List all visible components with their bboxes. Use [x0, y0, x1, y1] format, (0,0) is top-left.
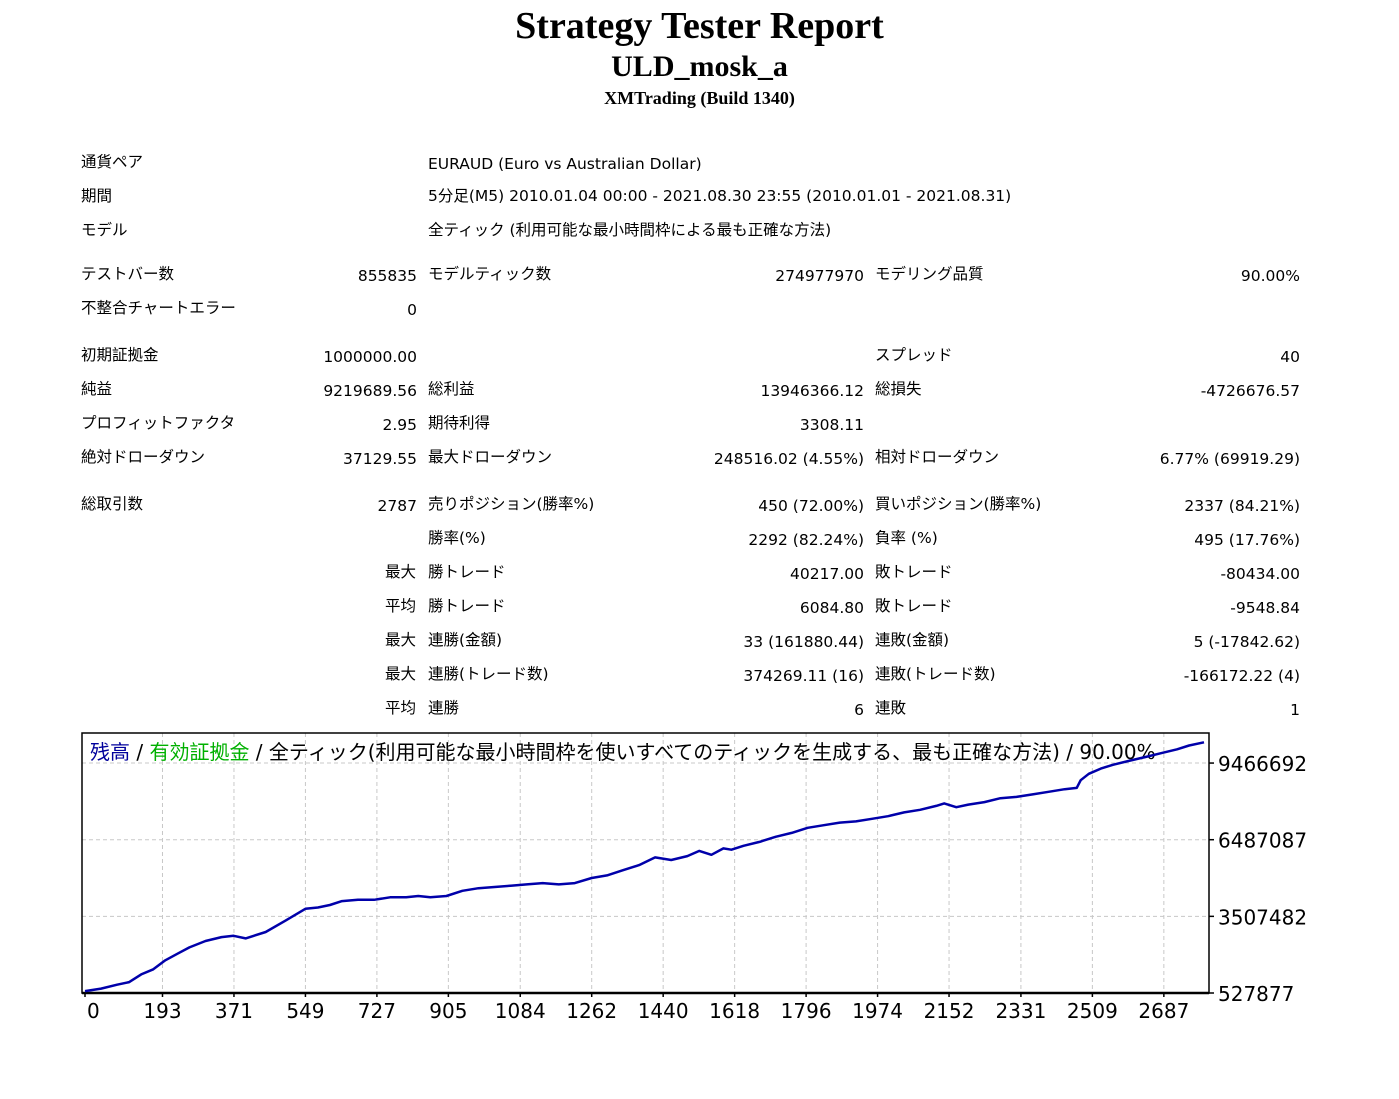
- x-tick-label: 1618: [709, 999, 760, 1023]
- win-rate-label: 勝率(%): [428, 529, 486, 547]
- long-positions-label: 買いポジション(勝率%): [875, 495, 1042, 513]
- rel-drawdown-label: 相対ドローダウン: [875, 448, 1000, 466]
- long-positions-value: 2337 (84.21%): [1184, 497, 1300, 515]
- x-tick-label: 2331: [995, 999, 1046, 1023]
- balance-line: [84, 741, 1205, 993]
- x-tick-label: 549: [286, 999, 324, 1023]
- abs-drawdown-value: 37129.55: [343, 450, 417, 468]
- bars-value: 855835: [357, 267, 417, 285]
- avg-loss-value: -9548.84: [1230, 599, 1300, 617]
- max-consec-loss-value: -166172.22 (4): [1183, 667, 1300, 685]
- spread-label: スプレッド: [875, 346, 953, 364]
- max-consec-losses-label: 連敗(金額): [875, 631, 950, 649]
- short-positions-value: 450 (72.00%): [758, 497, 864, 515]
- mismatch-label: 不整合チャートエラー: [81, 299, 236, 317]
- x-tick-label: 2509: [1067, 999, 1118, 1023]
- x-tick-label: 1084: [495, 999, 546, 1023]
- profit-factor-value: 2.95: [382, 416, 417, 434]
- y-tick-label: 6487087: [1218, 829, 1307, 853]
- x-tick-label: 2152: [924, 999, 975, 1023]
- avg-consec-wins-label: 連勝: [428, 699, 460, 717]
- max-consec-profit-value: 374269.11 (16): [743, 667, 864, 685]
- avg-loss-label: 敗トレード: [875, 597, 953, 615]
- period-value: 5分足(M5) 2010.01.04 00:00 - 2021.08.30 23…: [428, 187, 1012, 205]
- mismatch-value: 0: [407, 301, 417, 319]
- chart-grid: [82, 733, 1209, 993]
- average-prefix: 平均: [384, 597, 416, 615]
- x-tick-label: 905: [429, 999, 467, 1023]
- gross-profit-value: 13946366.12: [760, 382, 864, 400]
- rel-drawdown-value: 6.77% (69919.29): [1159, 450, 1300, 468]
- loss-rate-label: 負率 (%): [875, 529, 938, 547]
- spread-value: 40: [1280, 348, 1300, 366]
- largest-win-value: 40217.00: [790, 565, 864, 583]
- max-consec-wins-value: 33 (161880.44): [743, 633, 864, 651]
- chart-legend: 残高 / 有効証拠金 / 全ティック(利用可能な最小時間枠を使いすべてのティック…: [90, 740, 1156, 764]
- max-consec-profit-label: 連勝(トレード数): [428, 665, 549, 683]
- short-positions-label: 売りポジション(勝率%): [428, 495, 595, 513]
- max-drawdown-value: 248516.02 (4.55%): [713, 450, 864, 468]
- pair-label: 通貨ペア: [81, 153, 144, 171]
- x-tick-label: 1262: [566, 999, 617, 1023]
- max-drawdown-label: 最大ドローダウン: [428, 448, 553, 466]
- avg-consec-prefix: 平均: [384, 699, 416, 717]
- legend-model: / 全ティック(利用可能な最小時間枠を使いすべてのティックを生成する、最も正確な…: [249, 740, 1155, 764]
- avg-consec-losses-value: 1: [1290, 701, 1300, 719]
- largest-loss-value: -80434.00: [1220, 565, 1300, 583]
- model-label: モデル: [81, 221, 128, 239]
- ticks-label: モデルティック数: [428, 265, 552, 283]
- expert-name: ULD_mosk_a: [611, 50, 788, 83]
- bars-label: テストバー数: [81, 265, 175, 283]
- legend-equity: 有効証拠金: [149, 740, 249, 764]
- expected-payoff-label: 期待利得: [428, 414, 491, 432]
- x-tick-label: 727: [358, 999, 396, 1023]
- x-tick-label: 1440: [638, 999, 689, 1023]
- largest-loss-label: 敗トレード: [875, 563, 953, 581]
- pair-value: EURAUD (Euro vs Australian Dollar): [428, 155, 702, 173]
- y-tick-label: 9466692: [1218, 752, 1307, 776]
- gross-loss-value: -4726676.57: [1200, 382, 1300, 400]
- largest-win-label: 勝トレード: [428, 563, 506, 581]
- profit-factor-label: プロフィットファクタ: [81, 414, 236, 432]
- ticks-value: 274977970: [775, 267, 864, 285]
- quality-label: モデリング品質: [875, 265, 984, 283]
- gross-loss-label: 総損失: [875, 380, 922, 398]
- max-consec-losses-value: 5 (-17842.62): [1193, 633, 1300, 651]
- deposit-label: 初期証拠金: [81, 346, 159, 364]
- win-rate-value: 2292 (82.24%): [748, 531, 864, 549]
- broker-build: XMTrading (Build 1340): [604, 88, 795, 108]
- loss-rate-value: 495 (17.76%): [1194, 531, 1300, 549]
- deposit-value: 1000000.00: [323, 348, 417, 366]
- x-tick-label: 1796: [781, 999, 832, 1023]
- expected-payoff-value: 3308.11: [799, 416, 864, 434]
- y-tick-label: 527877: [1218, 982, 1294, 1006]
- legend-balance: 残高: [90, 740, 130, 764]
- x-tick-label: 2687: [1138, 999, 1189, 1023]
- avg-win-label: 勝トレード: [428, 597, 506, 615]
- quality-value: 90.00%: [1240, 267, 1300, 285]
- max-consec-prefix: 最大: [384, 631, 416, 649]
- max-consec-loss-label: 連敗(トレード数): [875, 665, 996, 683]
- x-tick-label: 371: [215, 999, 253, 1023]
- net-profit-value: 9219689.56: [323, 382, 417, 400]
- x-tick-label: 1974: [852, 999, 903, 1023]
- avg-consec-wins-value: 6: [854, 701, 864, 719]
- gross-profit-label: 総利益: [428, 380, 475, 398]
- report-title: Strategy Tester Report: [515, 5, 884, 47]
- x-tick-label: 193: [143, 999, 181, 1023]
- net-profit-label: 純益: [81, 380, 113, 398]
- largest-prefix: 最大: [384, 563, 416, 581]
- model-value: 全ティック (利用可能な最小時間枠による最も正確な方法): [428, 221, 832, 239]
- period-label: 期間: [81, 187, 113, 205]
- max-consec-wins-label: 連勝(金額): [428, 631, 503, 649]
- total-trades-value: 2787: [377, 497, 417, 515]
- total-trades-label: 総取引数: [81, 495, 144, 513]
- abs-drawdown-label: 絶対ドローダウン: [81, 448, 206, 466]
- max-consec-count-prefix: 最大: [384, 665, 416, 683]
- avg-consec-losses-label: 連敗: [875, 699, 907, 717]
- y-tick-label: 3507482: [1218, 905, 1307, 929]
- x-tick-label: 0: [87, 999, 100, 1023]
- avg-win-value: 6084.80: [799, 599, 864, 617]
